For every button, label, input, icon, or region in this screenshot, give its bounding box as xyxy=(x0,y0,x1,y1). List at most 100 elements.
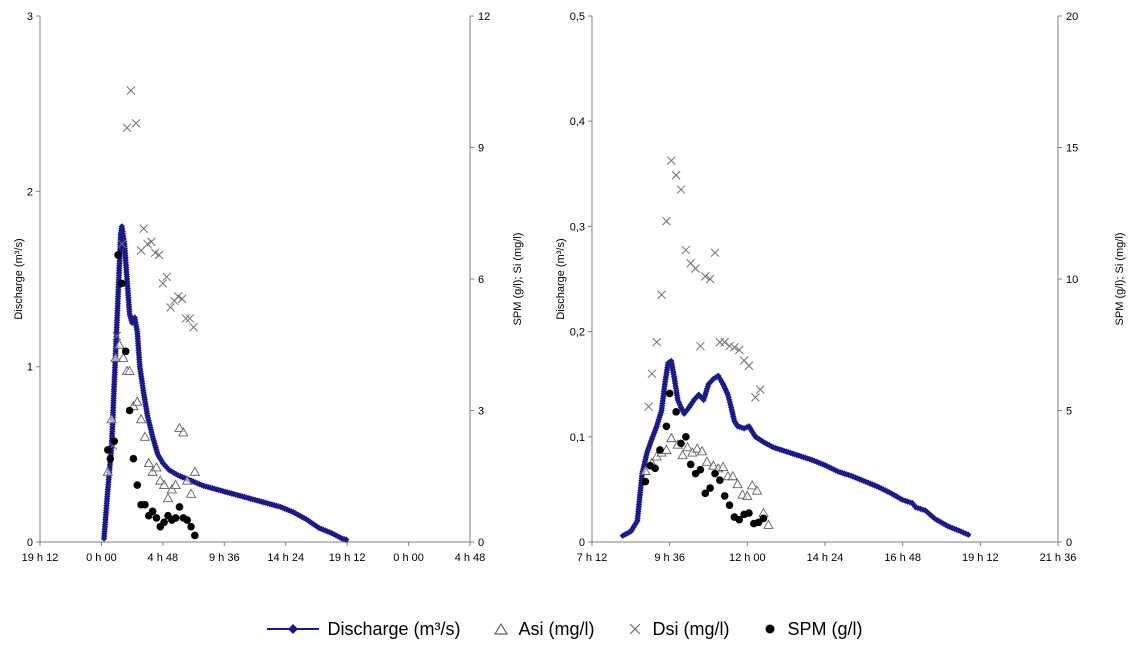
dsi-point xyxy=(691,264,700,273)
dsi-point xyxy=(644,402,653,411)
spm-point xyxy=(759,514,768,523)
dsi-point-stroke xyxy=(751,392,760,402)
x-tick-label: 14 h 24 xyxy=(807,552,844,564)
asi-point xyxy=(143,457,155,468)
discharge-point xyxy=(305,517,312,524)
spm-point xyxy=(187,522,195,531)
discharge-point xyxy=(832,467,839,474)
asi-point xyxy=(763,519,774,529)
legend-cross-icon xyxy=(629,623,640,635)
discharge-point xyxy=(823,463,831,470)
spm-point xyxy=(665,389,674,398)
dsi-point-stroke xyxy=(139,224,149,233)
asi-point xyxy=(162,492,174,503)
dsi-point-stroke xyxy=(122,123,132,133)
dsi-point xyxy=(755,385,765,394)
discharge-point xyxy=(828,465,835,472)
dsi-point-stroke xyxy=(691,264,700,273)
spm-point xyxy=(110,437,119,445)
legend-label-spm: SPM (g/l) xyxy=(787,618,863,639)
x-tick-label: 19 h 12 xyxy=(962,552,999,564)
dsi-point-stroke xyxy=(112,331,122,341)
y2-tick-label: 10 xyxy=(1066,274,1078,286)
discharge-point xyxy=(164,465,171,472)
spm-point xyxy=(662,422,671,431)
dsi-point xyxy=(662,216,671,226)
dsi-point-stroke xyxy=(671,170,681,180)
spm-point xyxy=(696,465,705,474)
dsi-point-stroke xyxy=(652,337,662,347)
dsi-point-stroke xyxy=(739,356,749,365)
asi-point xyxy=(181,475,193,485)
spm-point xyxy=(118,279,126,288)
asi-point xyxy=(170,479,181,489)
discharge-point xyxy=(931,515,939,523)
y-tick-label: 1 xyxy=(27,362,33,374)
asi-point xyxy=(661,444,672,454)
spm-point xyxy=(148,507,157,516)
y2-tick-label: 6 xyxy=(478,274,484,286)
discharge-point xyxy=(296,512,303,519)
spm-point xyxy=(191,531,199,540)
dsi-point-stroke xyxy=(158,279,168,288)
dsi-point-stroke xyxy=(177,294,187,304)
asi-point xyxy=(746,480,758,490)
discharge-point xyxy=(715,372,722,379)
legend-label-dsi: Dsi (mg/l) xyxy=(652,618,730,639)
y-tick-label: 0,2 xyxy=(570,327,585,339)
discharge-point xyxy=(718,378,726,386)
dsi-point xyxy=(734,345,744,355)
discharge-point xyxy=(882,487,889,494)
asi-point xyxy=(666,432,677,443)
dsi-point xyxy=(189,322,198,332)
dsi-point-stroke xyxy=(734,345,744,355)
dsi-point xyxy=(725,341,734,351)
discharge-point xyxy=(873,483,880,490)
discharge-point xyxy=(172,470,180,478)
x-tick-label: 7 h 12 xyxy=(577,552,608,564)
y-tick-label: 0,4 xyxy=(570,116,585,128)
discharge-point xyxy=(957,528,965,535)
dsi-point-stroke xyxy=(662,216,671,226)
y-tick-label: 2 xyxy=(27,186,33,198)
discharge-point xyxy=(684,406,691,413)
x-tick-label: 4 h 48 xyxy=(455,552,486,564)
dsi-point xyxy=(112,331,122,341)
spm-point xyxy=(677,439,685,448)
legend-label-asi: Asi (mg/l) xyxy=(518,618,595,639)
dsi-point xyxy=(131,119,141,128)
dsi-point-stroke xyxy=(725,341,734,351)
y2-tick-label: 9 xyxy=(478,143,484,155)
asi-point xyxy=(114,339,125,349)
dsi-point-stroke xyxy=(696,341,705,351)
spm-point xyxy=(720,492,729,500)
x-tick-label: 19 h 12 xyxy=(329,552,366,564)
dsi-point-stroke xyxy=(150,248,160,258)
x-tick-label: 9 h 36 xyxy=(654,552,685,564)
legend-discharge-icon xyxy=(267,624,320,634)
asi-point xyxy=(682,441,693,452)
y-tick-label: 0,5 xyxy=(570,11,585,23)
dsi-point xyxy=(676,185,686,194)
dsi-point xyxy=(720,337,730,347)
y2-tick-label: 15 xyxy=(1066,143,1078,155)
dsi-point-stroke xyxy=(666,156,676,166)
discharge-point xyxy=(682,408,690,415)
dsi-point-stroke xyxy=(755,385,765,394)
spm-point xyxy=(129,454,138,463)
dsi-point xyxy=(122,123,132,133)
dsi-point xyxy=(154,250,164,260)
y-tick-label: 3 xyxy=(27,11,33,23)
dsi-point xyxy=(166,303,175,312)
legend-dot-icon xyxy=(765,624,774,634)
dsi-point-stroke xyxy=(181,314,191,323)
asi-point xyxy=(178,426,189,437)
dsi-point-stroke xyxy=(705,274,715,284)
dsi-point xyxy=(671,170,681,180)
spm-point xyxy=(682,433,690,441)
spm-point xyxy=(175,503,184,511)
dsi-point xyxy=(117,239,127,249)
y2-tick-label: 3 xyxy=(478,406,484,418)
dsi-point-stroke xyxy=(700,272,710,281)
asi-point xyxy=(139,431,151,441)
